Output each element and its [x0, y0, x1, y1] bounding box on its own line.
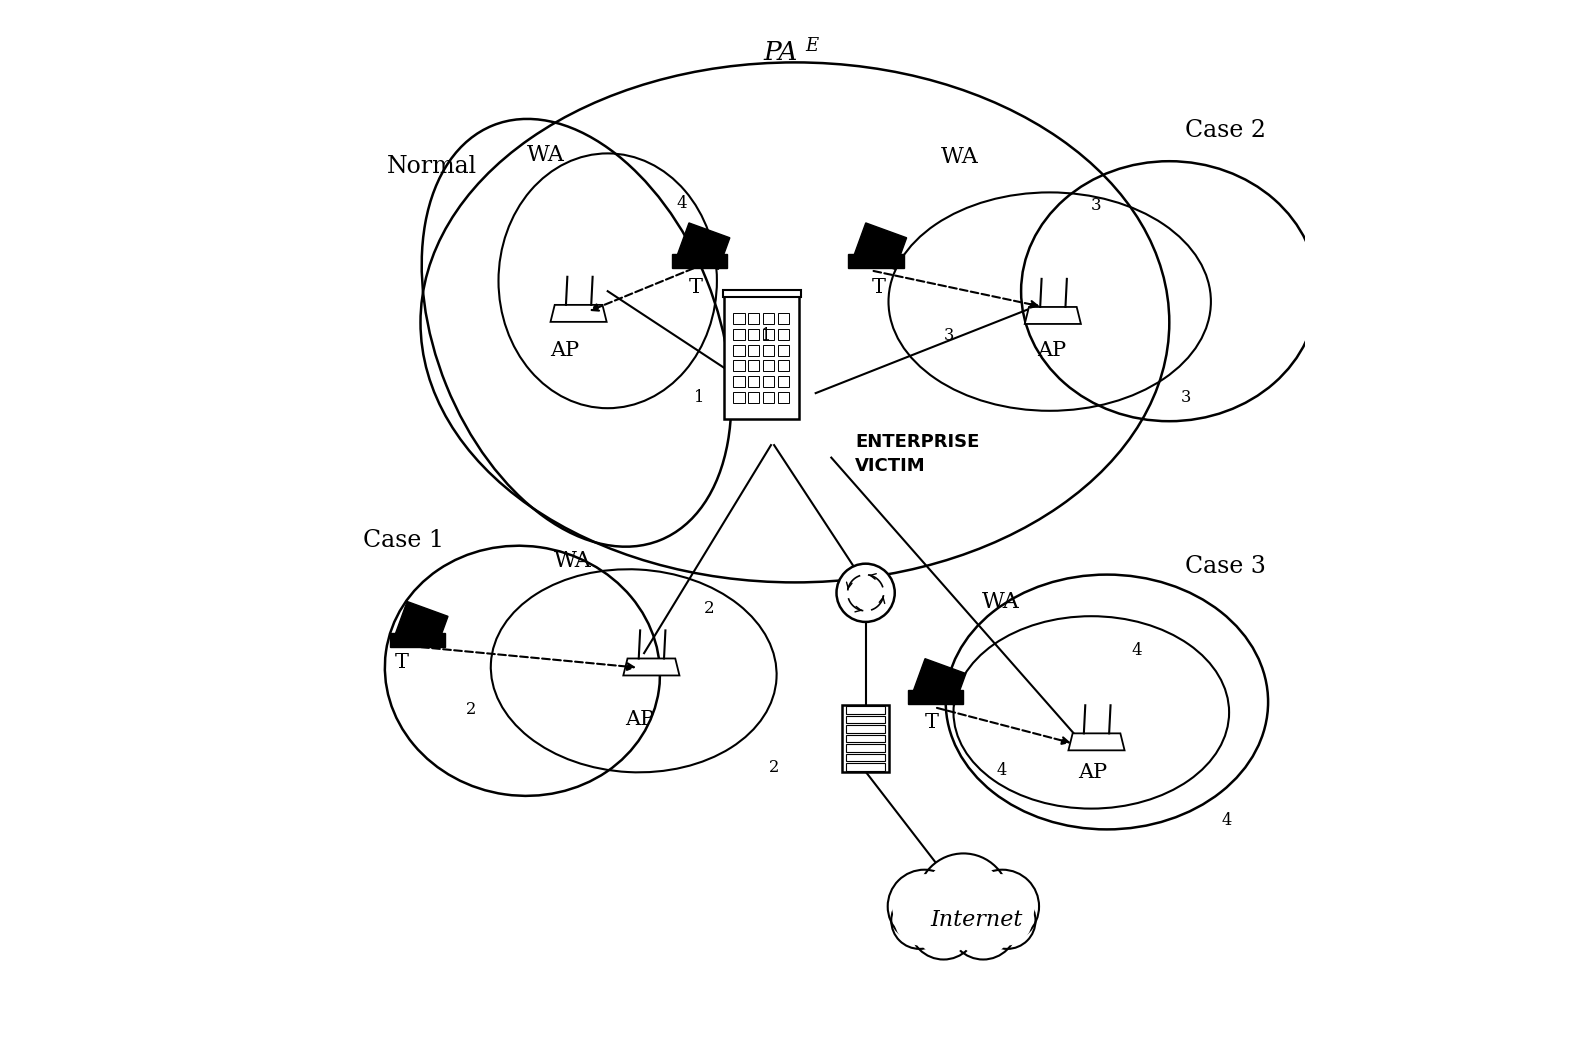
Text: 1: 1 — [693, 390, 704, 407]
FancyBboxPatch shape — [733, 376, 745, 387]
Polygon shape — [672, 255, 726, 268]
FancyBboxPatch shape — [846, 706, 885, 713]
FancyBboxPatch shape — [748, 392, 759, 402]
FancyBboxPatch shape — [748, 344, 759, 356]
Polygon shape — [849, 255, 904, 268]
Text: AP: AP — [1078, 763, 1106, 782]
Polygon shape — [854, 223, 907, 269]
Polygon shape — [1068, 733, 1125, 750]
FancyBboxPatch shape — [748, 329, 759, 340]
Text: T: T — [872, 279, 886, 297]
Polygon shape — [907, 691, 963, 704]
Text: AP: AP — [626, 710, 654, 729]
FancyBboxPatch shape — [733, 344, 745, 356]
Text: AP: AP — [1037, 341, 1067, 360]
FancyBboxPatch shape — [846, 716, 885, 723]
Circle shape — [910, 891, 977, 960]
Text: ENTERPRISE: ENTERPRISE — [855, 433, 979, 451]
Text: 3: 3 — [1090, 197, 1101, 214]
Polygon shape — [678, 223, 730, 269]
FancyBboxPatch shape — [763, 344, 774, 356]
Polygon shape — [1025, 307, 1081, 323]
Polygon shape — [389, 633, 446, 647]
FancyBboxPatch shape — [778, 376, 789, 387]
Circle shape — [982, 895, 1032, 945]
Polygon shape — [913, 658, 967, 705]
FancyBboxPatch shape — [763, 376, 774, 387]
FancyBboxPatch shape — [763, 313, 774, 324]
Text: Case 1: Case 1 — [364, 529, 444, 552]
FancyBboxPatch shape — [763, 392, 774, 402]
Circle shape — [836, 564, 894, 622]
FancyBboxPatch shape — [843, 705, 890, 772]
FancyBboxPatch shape — [733, 329, 745, 340]
Polygon shape — [395, 601, 449, 648]
Text: WA: WA — [940, 147, 977, 168]
Text: 3: 3 — [943, 328, 954, 344]
Text: 2: 2 — [466, 702, 477, 719]
Circle shape — [979, 892, 1036, 948]
FancyBboxPatch shape — [778, 313, 789, 324]
FancyBboxPatch shape — [725, 293, 799, 419]
Text: Internet: Internet — [930, 909, 1023, 932]
Text: 3: 3 — [1181, 390, 1191, 407]
Circle shape — [923, 859, 1004, 940]
FancyBboxPatch shape — [846, 754, 885, 761]
FancyBboxPatch shape — [846, 763, 885, 771]
Text: 4: 4 — [1131, 642, 1142, 659]
FancyBboxPatch shape — [778, 361, 789, 371]
Text: Case 3: Case 3 — [1185, 555, 1266, 578]
Text: AP: AP — [551, 341, 579, 360]
Circle shape — [913, 895, 973, 956]
Text: 4: 4 — [1221, 811, 1232, 829]
Text: WA: WA — [982, 592, 1020, 614]
Text: 4: 4 — [676, 194, 687, 212]
Circle shape — [970, 874, 1034, 939]
Text: VICTIM: VICTIM — [855, 457, 926, 475]
FancyBboxPatch shape — [846, 725, 885, 733]
Text: 1: 1 — [761, 328, 770, 344]
Text: E: E — [805, 37, 819, 55]
Text: Case 2: Case 2 — [1185, 119, 1266, 141]
FancyBboxPatch shape — [723, 290, 800, 297]
FancyBboxPatch shape — [846, 735, 885, 743]
Text: T: T — [689, 279, 703, 297]
FancyBboxPatch shape — [778, 329, 789, 340]
FancyBboxPatch shape — [748, 376, 759, 387]
FancyBboxPatch shape — [733, 361, 745, 371]
Circle shape — [891, 892, 948, 948]
Circle shape — [965, 869, 1039, 943]
FancyBboxPatch shape — [748, 313, 759, 324]
Text: 2: 2 — [769, 759, 780, 776]
Text: WA: WA — [527, 145, 565, 166]
Text: 2: 2 — [703, 600, 714, 618]
Circle shape — [894, 895, 945, 945]
Text: WA: WA — [554, 550, 592, 572]
Circle shape — [954, 895, 1014, 956]
Text: 4: 4 — [996, 761, 1007, 779]
Circle shape — [888, 869, 962, 943]
Circle shape — [949, 891, 1017, 960]
FancyBboxPatch shape — [763, 329, 774, 340]
FancyBboxPatch shape — [778, 344, 789, 356]
Polygon shape — [623, 658, 679, 675]
Text: T: T — [394, 653, 408, 672]
FancyBboxPatch shape — [846, 745, 885, 752]
FancyBboxPatch shape — [778, 392, 789, 402]
Circle shape — [893, 874, 957, 939]
Text: PA: PA — [764, 40, 799, 64]
FancyBboxPatch shape — [733, 392, 745, 402]
Text: T: T — [924, 713, 938, 732]
FancyBboxPatch shape — [733, 313, 745, 324]
Text: Normal: Normal — [388, 155, 477, 178]
Polygon shape — [551, 305, 607, 321]
FancyBboxPatch shape — [763, 361, 774, 371]
FancyBboxPatch shape — [748, 361, 759, 371]
Circle shape — [918, 854, 1009, 945]
